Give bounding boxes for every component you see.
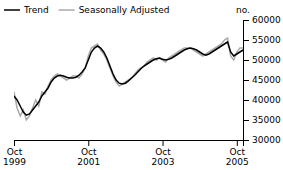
- y-axis: 30000 35000 40000 45000 50000 55000 60000: [243, 15, 281, 145]
- series-line: [14, 42, 243, 115]
- x-tick-mark: [14, 140, 15, 146]
- x-tick-label-line: 2005: [226, 157, 249, 167]
- legend-label: Seasonally Adjusted: [79, 5, 170, 15]
- y-tick: 50000: [243, 55, 281, 65]
- y-tick-mark: [243, 40, 249, 41]
- y-tick-label: 35000: [252, 115, 281, 125]
- x-tick: Oct2001: [77, 140, 100, 167]
- x-tick-label-line: Oct: [81, 147, 97, 157]
- x-tick: Oct1999: [3, 140, 26, 167]
- x-tick-mark: [88, 140, 89, 146]
- plot: Oct1999Oct2001Oct2003Oct2005300003500040…: [3, 15, 281, 167]
- y-tick: 45000: [243, 75, 281, 85]
- y-tick-mark: [243, 80, 249, 81]
- y-tick-label: 60000: [252, 15, 281, 25]
- y-tick-mark: [243, 120, 249, 121]
- x-tick: Oct2003: [152, 140, 175, 167]
- x-tick-label-line: Oct: [7, 147, 23, 157]
- x-tick-label: Oct1999: [3, 147, 26, 167]
- y-tick-label: 45000: [252, 75, 281, 85]
- legend-swatch: [59, 9, 75, 11]
- y-tick-label: 55000: [252, 35, 281, 45]
- y-tick-label: 30000: [252, 135, 281, 145]
- y-tick: 55000: [243, 35, 281, 45]
- legend: Trend Seasonally Adjusted: [4, 5, 169, 15]
- legend-swatch: [4, 9, 20, 11]
- y-tick-label: 50000: [252, 55, 281, 65]
- x-tick-label-line: 2003: [152, 157, 175, 167]
- x-tick-label-line: 1999: [3, 157, 26, 167]
- x-tick-mark: [237, 140, 238, 146]
- y-tick-mark: [243, 60, 249, 61]
- y-tick-mark: [243, 140, 249, 141]
- y-tick: 60000: [243, 15, 281, 25]
- y-tick: 35000: [243, 115, 281, 125]
- x-axis-line: [15, 141, 244, 147]
- x-axis: Oct1999Oct2001Oct2003Oct2005: [3, 140, 249, 167]
- y-tick-mark: [243, 100, 249, 101]
- y-axis-line: [244, 21, 250, 141]
- series-line: [14, 38, 243, 120]
- y-tick: 40000: [243, 95, 281, 105]
- legend-label: Trend: [23, 5, 49, 15]
- x-tick-label: Oct2001: [77, 147, 100, 167]
- x-tick-label: Oct2005: [226, 147, 249, 167]
- x-tick-label-line: Oct: [230, 147, 246, 157]
- x-tick: Oct2005: [226, 140, 249, 167]
- chart: Oct1999Oct2001Oct2003Oct2005300003500040…: [0, 0, 283, 170]
- y-tick-label: 40000: [252, 95, 281, 105]
- x-tick-label-line: Oct: [155, 147, 171, 157]
- legend-item: Trend: [4, 5, 49, 15]
- y-tick: 30000: [243, 135, 281, 145]
- y-label: no.: [236, 5, 250, 15]
- x-tick-label: Oct2003: [152, 147, 175, 167]
- x-tick-mark: [163, 140, 164, 146]
- x-tick-label-line: 2001: [77, 157, 100, 167]
- y-tick-mark: [243, 20, 249, 21]
- lines: [14, 38, 243, 120]
- legend-item: Seasonally Adjusted: [59, 5, 170, 15]
